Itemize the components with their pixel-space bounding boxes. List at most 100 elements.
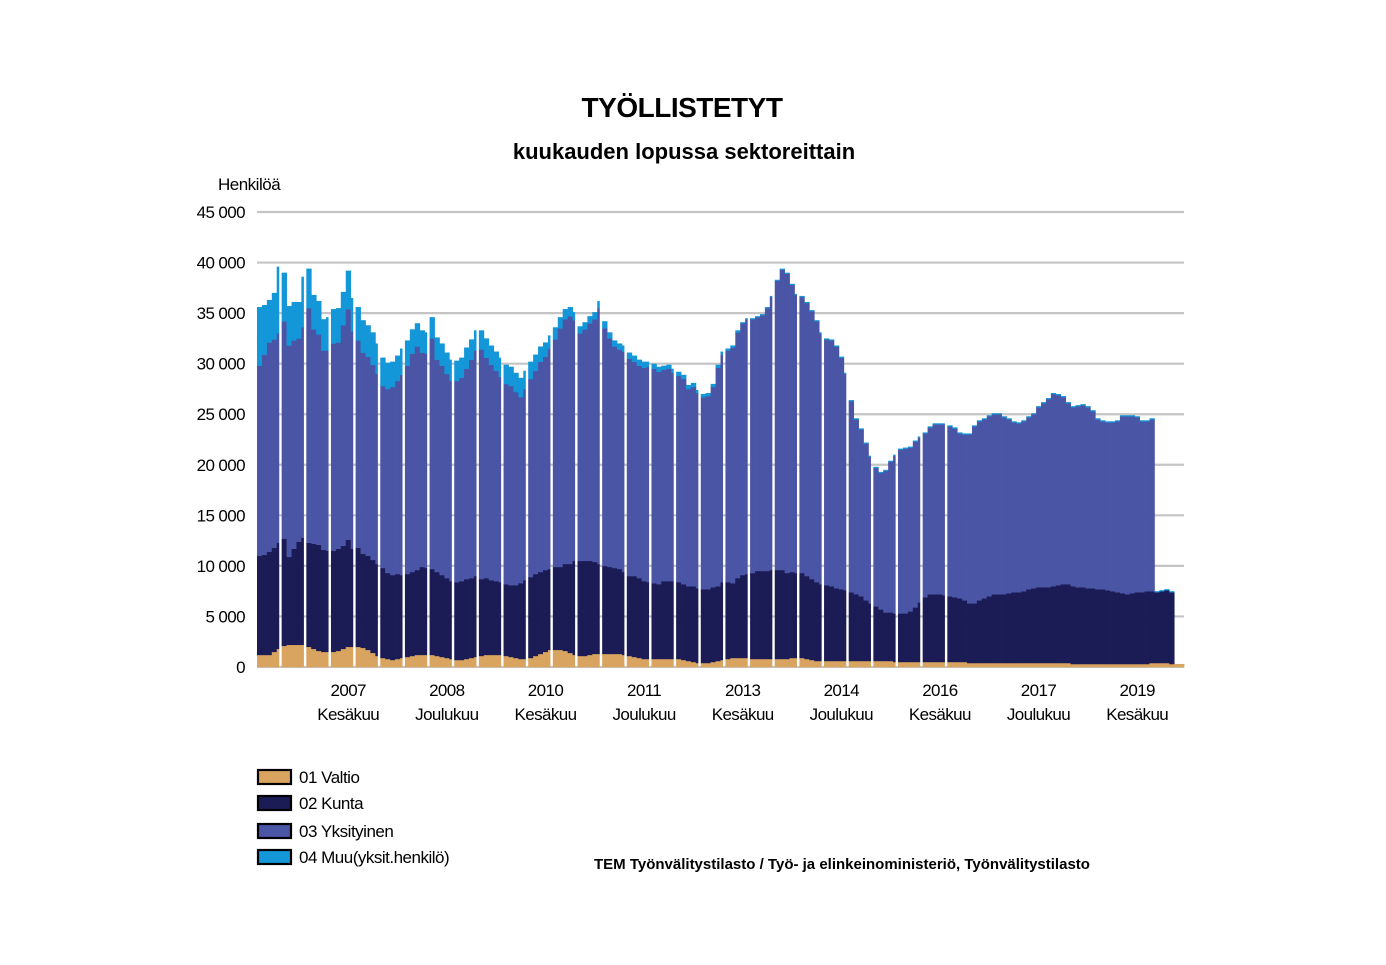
bar-segment-2 xyxy=(409,571,416,657)
bar-segment-1 xyxy=(577,655,583,668)
bar-segment-1 xyxy=(705,662,712,668)
bar-segment-4 xyxy=(365,325,371,357)
bar-segment-1 xyxy=(976,662,983,668)
bar-segment-1 xyxy=(750,658,756,668)
bar-segment-1 xyxy=(745,657,748,668)
bar-segment-3 xyxy=(592,319,598,563)
bar-segment-3 xyxy=(567,316,573,565)
bar-segment-3 xyxy=(321,350,327,551)
bar-segment-4 xyxy=(498,357,502,378)
bar-segment-2 xyxy=(360,553,366,649)
bar-segment-4 xyxy=(266,299,273,343)
bar-segment-1 xyxy=(257,654,263,668)
bar-segment-2 xyxy=(907,611,914,663)
bar-segment-4 xyxy=(685,384,692,390)
x-tick-year: 2019 xyxy=(1119,681,1155,700)
bar-segment-2 xyxy=(459,581,465,661)
bar-segment-2 xyxy=(1041,587,1047,664)
bar-segment-1 xyxy=(340,648,347,668)
bar-segment-3 xyxy=(917,437,921,603)
bar-segment-1 xyxy=(651,658,657,668)
bar-segment-3 xyxy=(498,376,502,583)
bar-segment-3 xyxy=(853,419,859,595)
bar-segment-2 xyxy=(681,584,687,661)
bar-segment-4 xyxy=(1149,418,1155,420)
bar-segment-3 xyxy=(404,365,411,575)
bar-segment-4 xyxy=(1036,406,1042,408)
bar-segment-4 xyxy=(523,370,526,390)
bar-segment-2 xyxy=(257,555,263,656)
bar-segment-2 xyxy=(572,560,576,656)
bar-segment-2 xyxy=(1090,588,1096,665)
bar-segment-3 xyxy=(794,294,797,574)
bar-segment-1 xyxy=(291,644,297,668)
bar-segment-1 xyxy=(419,654,426,668)
bar-segment-1 xyxy=(809,659,815,668)
legend-swatch xyxy=(256,822,293,840)
bar-segment-2 xyxy=(350,548,354,648)
bar-segment-4 xyxy=(483,338,490,358)
bar-segment-4 xyxy=(281,272,287,322)
bar-segment-4 xyxy=(582,322,588,330)
bar-segment-1 xyxy=(375,655,378,668)
bar-segment-3 xyxy=(730,347,736,584)
bar-segment-4 xyxy=(291,301,297,341)
bar-segment-4 xyxy=(375,343,378,375)
bar-segment-3 xyxy=(863,443,869,601)
bar-segment-4 xyxy=(587,316,593,324)
bar-segment-2 xyxy=(266,551,273,656)
bar-segment-2 xyxy=(616,568,623,655)
bar-segment-4 xyxy=(414,323,421,347)
bar-segment-3 xyxy=(1031,414,1037,589)
bar-segment-4 xyxy=(710,383,716,388)
bar-segment-4 xyxy=(528,361,534,380)
bar-segment-2 xyxy=(518,583,524,660)
bar-segment-2 xyxy=(330,550,337,653)
y-tick-label: 15 000 xyxy=(197,506,246,525)
bar-segment-1 xyxy=(1169,663,1175,668)
bar-segment-4 xyxy=(340,291,347,326)
bar-segment-4 xyxy=(626,352,633,359)
bar-segment-3 xyxy=(523,388,526,581)
bar-segment-3 xyxy=(1065,403,1071,585)
bar-segment-2 xyxy=(769,569,773,660)
bar-segment-1 xyxy=(390,659,396,668)
bar-segment-3 xyxy=(395,380,401,575)
bar-segment-4 xyxy=(380,357,386,387)
bar-segment-4 xyxy=(1006,418,1012,420)
bar-segment-1 xyxy=(1105,663,1111,668)
bar-segment-4 xyxy=(779,268,785,270)
bar-segment-1 xyxy=(666,658,672,668)
bar-segment-4 xyxy=(621,345,625,352)
bar-segment-3 xyxy=(986,416,993,597)
bar-segment-3 xyxy=(355,340,361,548)
bar-segment-2 xyxy=(853,594,859,662)
bar-segment-2 xyxy=(1045,587,1052,664)
bar-segment-4 xyxy=(473,330,477,351)
bar-segment-1 xyxy=(547,649,551,668)
bar-segment-4 xyxy=(1011,421,1017,423)
x-tick-year: 2016 xyxy=(922,681,958,700)
bar-segment-1 xyxy=(1021,662,1027,668)
bar-segment-1 xyxy=(681,659,687,668)
bar-segment-4 xyxy=(1085,406,1091,408)
bar-segment-2 xyxy=(710,587,716,663)
bar-segment-1 xyxy=(444,657,450,668)
bar-segment-2 xyxy=(1159,591,1165,664)
bar-segment-3 xyxy=(883,470,889,613)
bar-segment-3 xyxy=(301,327,304,538)
bar-segment-4 xyxy=(557,317,564,329)
bar-segment-4 xyxy=(296,301,302,339)
bar-segment-2 xyxy=(286,556,292,646)
bar-segment-4 xyxy=(898,448,904,450)
bar-segment-1 xyxy=(755,658,761,668)
bar-segment-3 xyxy=(360,352,366,555)
bar-segment-3 xyxy=(1110,422,1116,592)
bar-segment-1 xyxy=(888,660,894,668)
bar-segment-1 xyxy=(301,644,304,668)
bar-segment-2 xyxy=(1011,592,1017,664)
bar-segment-3 xyxy=(1021,421,1027,592)
bar-segment-3 xyxy=(947,426,953,597)
bar-segment-2 xyxy=(784,572,790,660)
bar-segment-2 xyxy=(631,576,638,658)
